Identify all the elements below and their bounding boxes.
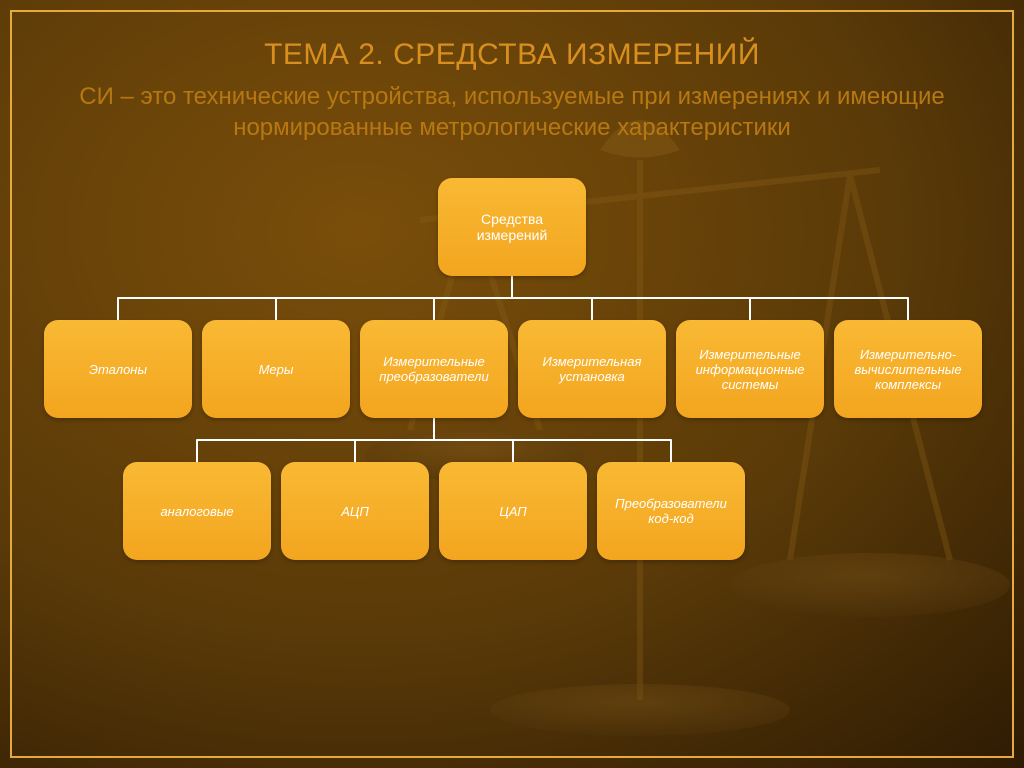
node-n3: Измерительные преобразователи (360, 320, 508, 418)
node-root: Средства измерений (438, 178, 586, 276)
node-n5: Измерительные информационные системы (676, 320, 824, 418)
node-n1: Эталоны (44, 320, 192, 418)
node-c3: ЦАП (439, 462, 587, 560)
connector-from-n3 (197, 418, 671, 462)
node-c2: АЦП (281, 462, 429, 560)
node-n6: Измерительно-вычислительные комплексы (834, 320, 982, 418)
slide: ТЕМА 2. СРЕДСТВА ИЗМЕРЕНИЙ СИ – это техн… (0, 0, 1024, 768)
connector-from-root (118, 276, 908, 320)
node-c4: Преобразователи код-код (597, 462, 745, 560)
node-n2: Меры (202, 320, 350, 418)
node-n4: Измерительная установка (518, 320, 666, 418)
node-c1: аналоговые (123, 462, 271, 560)
org-chart: Средства измеренийЭталоныМерыИзмерительн… (0, 0, 1024, 768)
